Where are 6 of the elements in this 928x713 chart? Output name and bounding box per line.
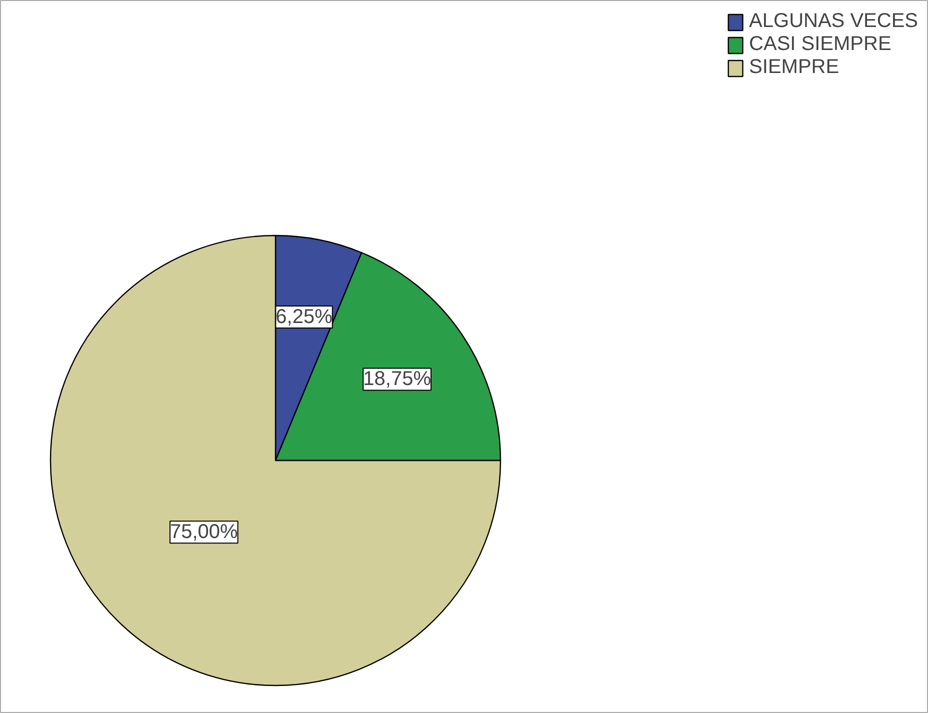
legend-label: CASI SIEMPRE [749, 33, 892, 56]
data-label: 18,75% [363, 368, 432, 390]
legend-label: ALGUNAS VECES [749, 10, 918, 33]
data-label: 6,25% [276, 306, 333, 328]
legend-label: SIEMPRE [749, 56, 840, 79]
data-label: 75,00% [170, 521, 238, 544]
